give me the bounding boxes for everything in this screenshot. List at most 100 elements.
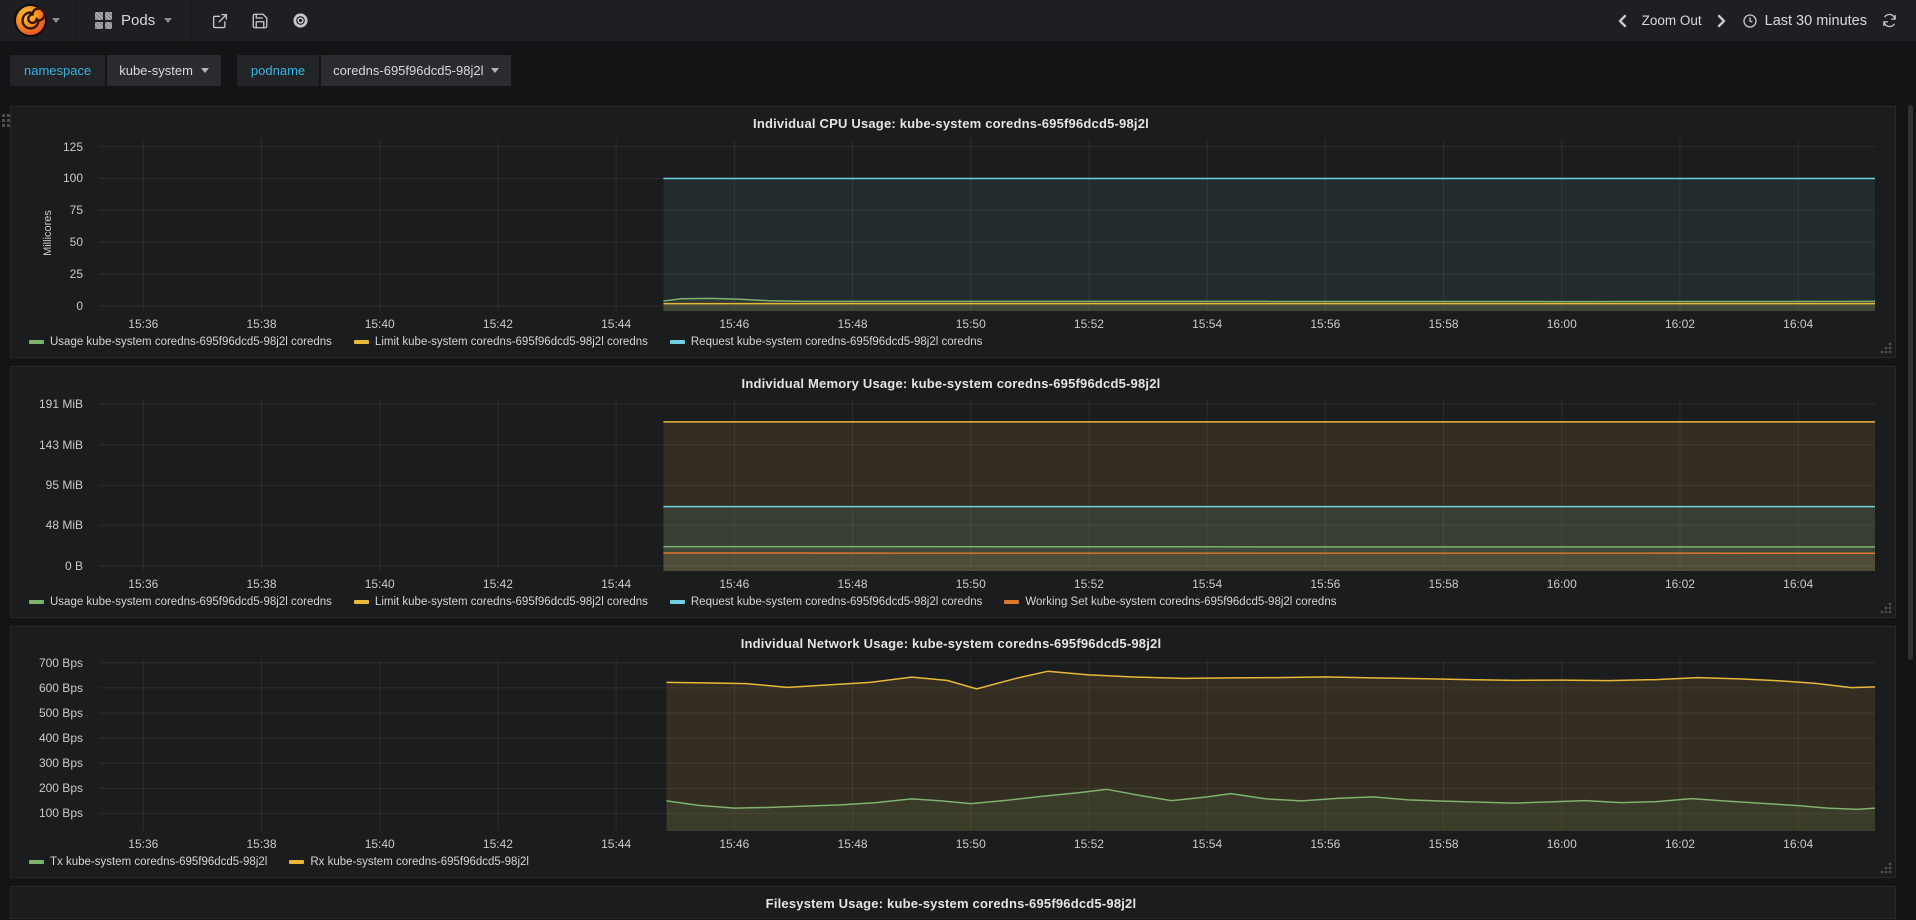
plot-area [99, 659, 1875, 831]
refresh-icon [1883, 13, 1896, 28]
chevron-right-icon [1717, 14, 1725, 27]
y-axis-ticks: 0 B 48 MiB 95 MiB 143 MiB 191 MiB [15, 397, 89, 573]
panel-title[interactable]: Individual Network Usage: kube-system co… [740, 636, 1162, 651]
dashboard-switcher[interactable]: Pods [77, 0, 192, 41]
x-tick-label: 16:02 [1664, 837, 1695, 851]
legend-item[interactable]: Tx kube-system coredns-695f96dcd5-98j2l [29, 856, 267, 868]
y-tick-label: 700 Bps [38, 655, 83, 670]
share-icon [213, 13, 228, 28]
panel-title[interactable]: Individual CPU Usage: kube-system coredn… [753, 116, 1149, 131]
legend-item[interactable]: Limit kube-system coredns-695f96dcd5-98j… [353, 336, 648, 348]
legend-item[interactable]: Usage kube-system coredns-695f96dcd5-98j… [29, 596, 332, 608]
y-tick-label: 600 Bps [38, 680, 83, 695]
variable-value-dropdown[interactable]: coredns-695f96dcd5-98j2l [321, 55, 512, 86]
panel-cpu-usage: Individual CPU Usage: kube-system coredn… [10, 106, 1896, 358]
legend-series-color-icon [29, 340, 44, 344]
x-tick-label: 15:58 [1428, 837, 1459, 851]
panel-title[interactable]: Filesystem Usage: kube-system coredns-69… [765, 896, 1137, 911]
y-tick-label: 500 Bps [38, 705, 83, 720]
legend-series-color-icon [29, 600, 44, 604]
x-tick-label: 16:00 [1546, 837, 1577, 851]
network-chart[interactable]: 100 Bps 200 Bps 300 Bps 400 Bps 500 Bps 600 B… [15, 655, 1887, 851]
legend-series-color-icon [289, 860, 305, 864]
settings-button[interactable] [291, 11, 310, 30]
variable-podname: podname coredns-695f96dcd5-98j2l [236, 55, 512, 86]
memory-chart[interactable]: 0 B 48 MiB 95 MiB 143 MiB 191 MiB 15:36 15:38… [15, 395, 1887, 591]
legend-item[interactable]: Request kube-system coredns-695f96dcd5-9… [669, 336, 983, 348]
legend-item[interactable]: Limit kube-system coredns-695f96dcd5-98j… [353, 596, 648, 608]
share-button[interactable] [211, 12, 229, 30]
x-tick-label: 16:02 [1664, 317, 1695, 331]
template-variables-row: namespace kube-system podname coredns-69… [0, 41, 1916, 98]
panel-network-usage: Individual Network Usage: kube-system co… [10, 626, 1896, 878]
x-tick-label: 15:48 [837, 837, 868, 851]
variable-label: namespace [10, 55, 106, 86]
legend: Usage kube-system coredns-695f96dcd5-98j… [15, 591, 1887, 613]
x-tick-label: 16:04 [1783, 577, 1814, 591]
chevron-down-icon [164, 18, 173, 23]
x-tick-label: 15:48 [837, 577, 868, 591]
x-tick-label: 15:58 [1428, 577, 1459, 591]
x-tick-label: 15:38 [246, 837, 277, 851]
legend-series-label: Limit kube-system coredns-695f96dcd5-98j… [374, 596, 648, 608]
legend-series-label: Request kube-system coredns-695f96dcd5-9… [690, 596, 983, 608]
x-tick-label: 15:40 [364, 317, 395, 331]
legend-item[interactable]: Rx kube-system coredns-695f96dcd5-98j2l [289, 856, 529, 868]
time-shift-forward-button[interactable] [1716, 14, 1728, 28]
panel-resize-handle[interactable] [1879, 861, 1893, 875]
time-range-picker[interactable]: Last 30 minutes [1742, 13, 1867, 29]
legend-series-color-icon [353, 340, 369, 344]
plot-area [99, 139, 1875, 311]
y-tick-label: 300 Bps [38, 756, 83, 771]
x-tick-label: 15:56 [1310, 837, 1341, 851]
dashboards-grid-icon [95, 12, 112, 29]
x-tick-label: 15:54 [1192, 577, 1223, 591]
x-tick-label: 15:52 [1073, 317, 1104, 331]
y-axis-ticks: 0 25 50 75 100 125 [15, 139, 89, 313]
x-tick-label: 15:58 [1428, 317, 1459, 331]
x-tick-label: 15:44 [601, 577, 632, 591]
legend-series-label: Limit kube-system coredns-695f96dcd5-98j… [374, 336, 648, 348]
chevron-down-icon [52, 18, 60, 23]
legend-series-label: Rx kube-system coredns-695f96dcd5-98j2l [310, 856, 529, 868]
scrollbar-thumb[interactable] [1908, 105, 1913, 660]
zoom-out-button[interactable]: Zoom Out [1641, 13, 1702, 28]
grafana-menu-button[interactable] [0, 0, 77, 41]
y-tick-label: 191 MiB [38, 397, 83, 412]
x-tick-label: 15:38 [246, 317, 277, 331]
y-tick-label: 125 [62, 139, 83, 154]
dashboard-title: Pods [121, 12, 156, 29]
panel-title[interactable]: Individual Memory Usage: kube-system cor… [741, 376, 1161, 391]
x-tick-label: 16:04 [1783, 837, 1814, 851]
legend-series-color-icon [353, 600, 369, 604]
variable-value-dropdown[interactable]: kube-system [107, 55, 221, 86]
legend-item[interactable]: Request kube-system coredns-695f96dcd5-9… [669, 596, 983, 608]
x-tick-label: 15:50 [955, 837, 986, 851]
x-tick-label: 15:48 [837, 317, 868, 331]
x-tick-label: 15:38 [246, 577, 277, 591]
x-tick-label: 15:52 [1073, 577, 1104, 591]
refresh-button[interactable] [1881, 12, 1898, 29]
cpu-chart[interactable]: Millicores 0 25 50 75 100 125 15:36 15:38 15:40… [15, 135, 1887, 331]
row-drag-handle[interactable] [2, 114, 12, 140]
legend-series-label: Usage kube-system coredns-695f96dcd5-98j… [50, 336, 332, 348]
legend-item[interactable]: Usage kube-system coredns-695f96dcd5-98j… [29, 336, 332, 348]
scrollbar[interactable] [1908, 0, 1913, 920]
x-tick-label: 15:46 [719, 577, 750, 591]
y-tick-label: 400 Bps [38, 731, 83, 746]
legend-series-label: Usage kube-system coredns-695f96dcd5-98j… [50, 596, 332, 608]
chevron-left-icon [1618, 14, 1626, 27]
y-tick-label: 143 MiB [38, 437, 83, 452]
gear-icon [293, 13, 308, 28]
dashboard-area: Individual CPU Usage: kube-system coredn… [0, 98, 1916, 919]
time-shift-back-button[interactable] [1616, 14, 1628, 28]
panel-resize-handle[interactable] [1879, 601, 1893, 615]
save-button[interactable] [251, 12, 269, 30]
panel-resize-handle[interactable] [1879, 341, 1893, 355]
x-tick-label: 15:36 [128, 837, 159, 851]
x-tick-label: 16:00 [1546, 577, 1577, 591]
plot-area [99, 399, 1875, 571]
legend-series-label: Request kube-system coredns-695f96dcd5-9… [690, 336, 983, 348]
x-axis-ticks: 15:36 15:38 15:40 15:42 15:44 15:46 15:48 15:50… [99, 573, 1875, 591]
legend-item[interactable]: Working Set kube-system coredns-695f96dc… [1004, 596, 1336, 608]
